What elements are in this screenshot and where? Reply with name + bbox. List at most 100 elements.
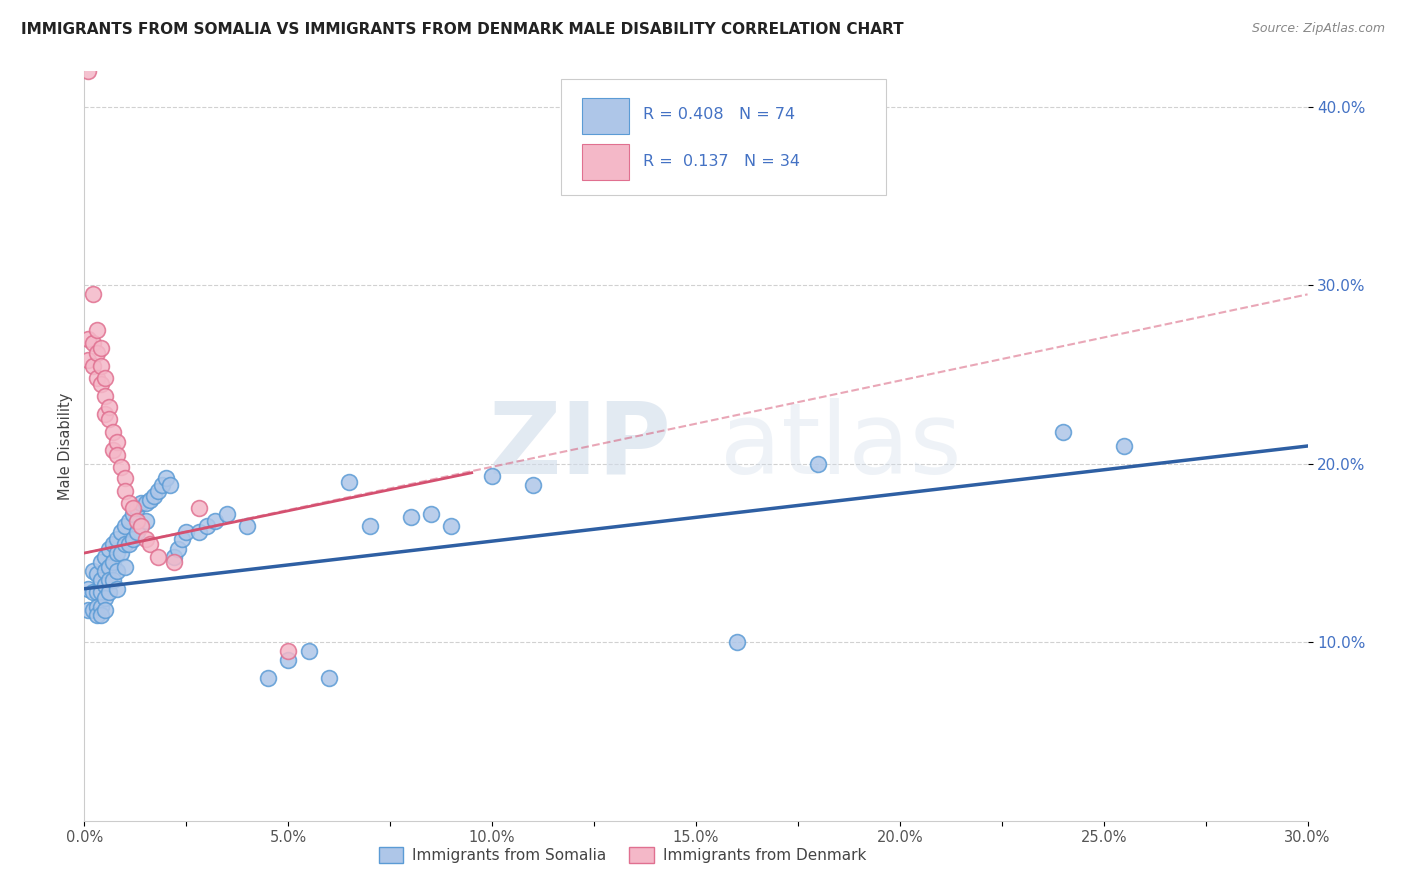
Text: IMMIGRANTS FROM SOMALIA VS IMMIGRANTS FROM DENMARK MALE DISABILITY CORRELATION C: IMMIGRANTS FROM SOMALIA VS IMMIGRANTS FR… (21, 22, 904, 37)
Point (142, 489, 165, 503)
Point (93, 389, 115, 403)
Point (93, 591, 115, 605)
Point (481, 469, 503, 483)
Point (90, 599, 112, 614)
Point (86, 567, 108, 582)
Point (86, 608, 108, 623)
Point (135, 496, 157, 510)
Point (90, 573, 112, 587)
Bar (582, 144, 628, 180)
Point (101, 425, 124, 439)
Point (105, 582, 128, 596)
Point (127, 501, 149, 516)
Point (420, 507, 443, 521)
Point (77, 603, 100, 617)
Point (93, 549, 115, 564)
Point (298, 644, 321, 658)
Point (725, 635, 748, 649)
Point (127, 514, 149, 528)
Point (77, 582, 100, 596)
Point (114, 483, 136, 498)
Legend: Immigrants from Somalia, Immigrants from Denmark: Immigrants from Somalia, Immigrants from… (373, 841, 873, 869)
Point (105, 546, 128, 560)
Point (77, 353, 100, 368)
Point (277, 644, 299, 658)
Point (114, 560, 136, 574)
Point (90, 555, 112, 569)
Point (82, 287, 104, 301)
Y-axis label: Male Disability: Male Disability (58, 392, 73, 500)
Point (187, 501, 209, 516)
Point (135, 532, 157, 546)
Point (257, 671, 280, 685)
Point (163, 549, 186, 564)
Point (77, 332, 100, 346)
Point (110, 524, 132, 539)
Point (93, 407, 115, 421)
Point (97, 573, 120, 587)
Point (101, 442, 124, 457)
Point (440, 519, 463, 533)
Point (86, 323, 108, 337)
Point (93, 564, 115, 578)
Point (127, 524, 149, 539)
Point (82, 603, 104, 617)
Point (155, 471, 177, 485)
Point (97, 585, 120, 599)
Point (114, 471, 136, 485)
Point (187, 524, 209, 539)
Point (204, 514, 226, 528)
Text: ZIP: ZIP (489, 398, 672, 494)
Point (97, 400, 120, 414)
Point (122, 501, 145, 516)
Point (93, 371, 115, 385)
Point (105, 532, 128, 546)
Point (90, 585, 112, 599)
Point (90, 341, 112, 355)
Point (339, 475, 361, 489)
Point (217, 507, 239, 521)
Point (236, 519, 259, 533)
Point (101, 573, 124, 587)
Text: atlas: atlas (720, 398, 962, 494)
Point (82, 359, 104, 373)
Bar (582, 97, 628, 134)
Point (114, 537, 136, 551)
Point (163, 555, 186, 569)
Point (399, 510, 422, 524)
Point (807, 457, 830, 471)
Point (131, 496, 153, 510)
Point (146, 483, 169, 498)
Point (118, 496, 141, 510)
Point (93, 578, 115, 592)
Point (97, 542, 120, 557)
Point (138, 537, 160, 551)
Point (86, 599, 108, 614)
Point (131, 519, 153, 533)
Point (114, 519, 136, 533)
Point (318, 671, 340, 685)
Point (105, 448, 128, 462)
Point (90, 359, 112, 373)
Point (172, 532, 194, 546)
Point (122, 532, 145, 546)
Point (101, 537, 124, 551)
Point (77, 64, 100, 78)
Point (97, 412, 120, 426)
Point (97, 560, 120, 574)
Point (146, 549, 169, 564)
Point (105, 564, 128, 578)
Point (90, 376, 112, 391)
Point (118, 537, 141, 551)
Point (277, 653, 299, 667)
Point (522, 478, 544, 492)
Point (110, 460, 132, 475)
Point (82, 585, 104, 599)
Point (195, 519, 218, 533)
Point (90, 608, 112, 623)
Point (101, 555, 124, 569)
Text: R = 0.408   N = 74: R = 0.408 N = 74 (644, 106, 796, 121)
Point (105, 435, 128, 450)
Point (150, 478, 173, 492)
Point (1114, 439, 1136, 453)
